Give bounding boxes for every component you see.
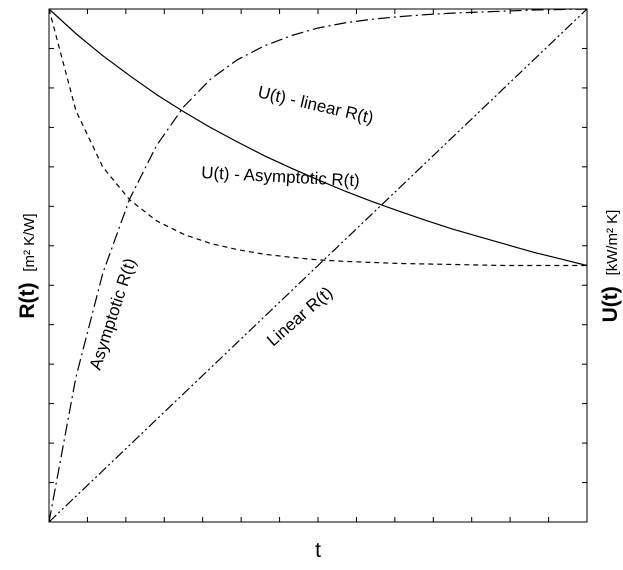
right-y-axis-unit: [kW/m² K] (604, 210, 621, 276)
right-y-axis-label: U(t) [kW/m² K] (599, 210, 622, 323)
label-u-asymptotic: U(t) - Asymptotic R(t) (201, 163, 360, 190)
svg-text:R(t) [m² K/W]: R(t) [m² K/W] (16, 213, 39, 318)
svg-text:U(t) [kW/m² K]: U(t) [kW/m² K] (599, 210, 622, 323)
tick-marks (49, 9, 587, 522)
label-u-linear: U(t) - linear R(t) (256, 82, 375, 127)
series-curves (48, 8, 588, 523)
label-asymptotic-r: Asymptotic R(t) (86, 256, 140, 372)
label-linear-r: Linear R(t) (263, 283, 336, 350)
left-y-axis-symbol: R(t) (16, 282, 39, 318)
series-line-0 (48, 8, 588, 267)
left-y-axis-label: R(t) [m² K/W] (16, 213, 39, 318)
left-y-axis-unit: [m² K/W] (21, 213, 38, 271)
x-axis-label: t (315, 539, 321, 562)
right-y-axis-symbol: U(t) (599, 286, 622, 322)
series-line-3 (48, 8, 588, 523)
series-line-1 (48, 8, 587, 267)
series-line-2 (48, 8, 588, 523)
